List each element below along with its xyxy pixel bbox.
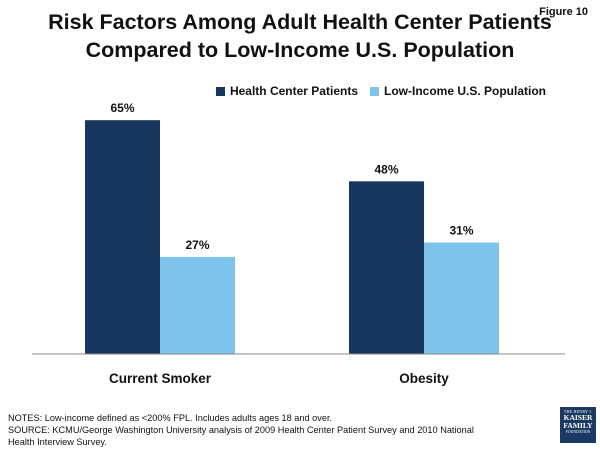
source-line-2: Health Interview Survey. bbox=[8, 437, 107, 447]
bar-current-smoker-series-0 bbox=[85, 120, 160, 354]
data-label-current-smoker-series-1: 27% bbox=[185, 238, 209, 252]
legend: Health Center Patients Low-Income U.S. P… bbox=[204, 84, 546, 98]
legend-swatch-low-income bbox=[370, 86, 379, 96]
bar-current-smoker-series-1 bbox=[160, 256, 235, 354]
bar-obesity-series-1 bbox=[424, 242, 499, 354]
title-line-1: Risk Factors Among Adult Health Center P… bbox=[48, 10, 552, 34]
logo-line-4: FOUNDATION bbox=[565, 430, 591, 434]
legend-label-health-center: Health Center Patients bbox=[229, 84, 358, 98]
data-label-obesity-series-1: 31% bbox=[449, 223, 473, 237]
notes-line-1: NOTES: Low-income defined as <200% FPL. … bbox=[8, 413, 333, 423]
figure-label: Figure 10 bbox=[539, 6, 588, 18]
bar-chart: 65% 27% Current Smoker 48% 31% Obesity bbox=[32, 101, 565, 386]
x-tick-label-obesity: Obesity bbox=[399, 371, 449, 386]
source-line-1: SOURCE: KCMU/George Washington Universit… bbox=[8, 425, 474, 435]
bar-obesity-series-0 bbox=[349, 181, 424, 354]
data-label-current-smoker-series-0: 65% bbox=[110, 101, 134, 115]
logo-line-3: FAMILY bbox=[563, 421, 593, 430]
x-tick-label-current-smoker: Current Smoker bbox=[109, 371, 212, 386]
kaiser-family-foundation-logo: THE HENRY J. KAISER FAMILY FOUNDATION bbox=[560, 407, 596, 443]
legend-item-health-center: Health Center Patients bbox=[215, 84, 358, 98]
legend-label-low-income: Low-Income U.S. Population bbox=[384, 84, 546, 98]
legend-swatch-health-center bbox=[215, 86, 225, 96]
logo-line-1: THE HENRY J. bbox=[563, 409, 593, 414]
logo-line-2: KAISER bbox=[563, 413, 593, 422]
notes: NOTES: Low-income defined as <200% FPL. … bbox=[8, 412, 488, 448]
data-label-obesity-series-0: 48% bbox=[374, 162, 398, 176]
title-line-2: Compared to Low-Income U.S. Population bbox=[85, 38, 515, 62]
chart-title: Risk Factors Among Adult Health Center P… bbox=[0, 8, 600, 64]
legend-item-low-income: Low-Income U.S. Population bbox=[370, 84, 546, 98]
